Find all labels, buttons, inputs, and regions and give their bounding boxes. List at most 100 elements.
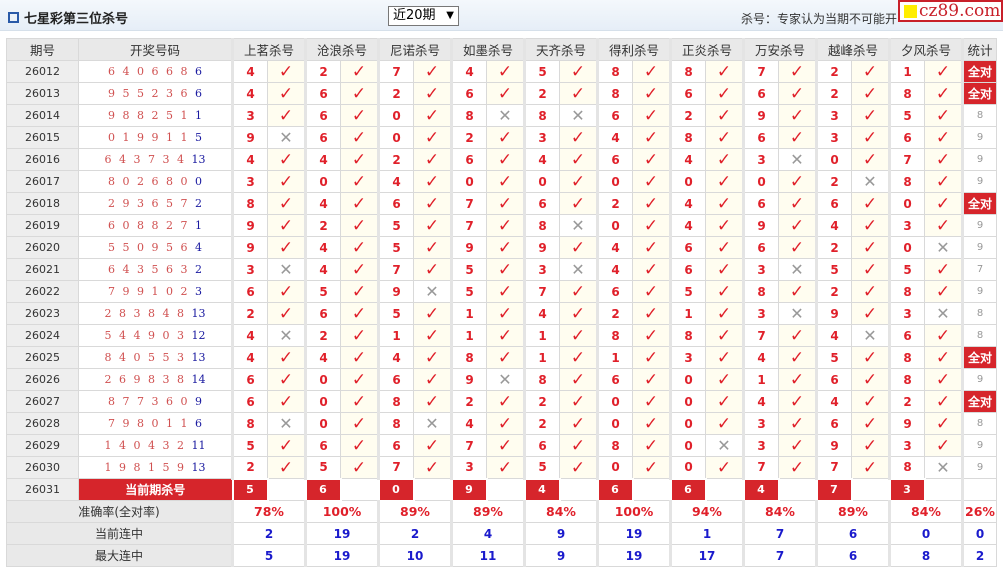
check-icon: ✓ xyxy=(570,83,586,104)
hit-cell: ✓ xyxy=(851,60,890,83)
hit-cell: ✓ xyxy=(851,434,890,457)
hit-cell: ✓ xyxy=(851,258,890,281)
check-icon: ✓ xyxy=(716,193,732,214)
stat-cell: 8 xyxy=(961,104,997,127)
summary-value: 94% xyxy=(669,500,744,523)
kill-number-cell: 6 xyxy=(742,126,779,149)
summary-value: 84% xyxy=(742,500,817,523)
kill-number-cell: 6 xyxy=(669,82,706,105)
kill-number-cell: 4 xyxy=(231,60,268,83)
miss-cell: ✕ xyxy=(778,148,817,171)
kill-number-cell: 3 xyxy=(450,456,487,479)
draw-numbers-cell: 6 4 3 5 6 3 2 xyxy=(78,258,233,281)
hit-cell: ✓ xyxy=(486,192,525,215)
check-icon: ✓ xyxy=(862,215,878,236)
summary-value: 19 xyxy=(596,522,671,545)
hit-cell: ✓ xyxy=(924,60,963,83)
table-row: 26013 9 5 5 2 3 6 6 4 ✓ 6 ✓ 2 ✓ 6 ✓ 2 ✓ 8 ✓ 6 ✓ 6 ✓ 2 ✓ 8 ✓ 全对 xyxy=(6,82,997,105)
kill-number-cell: 4 xyxy=(596,236,633,259)
summary-value: 19 xyxy=(304,544,379,567)
period-range-select[interactable]: 近20期 ▼ xyxy=(388,6,459,26)
hit-cell: ✓ xyxy=(486,280,525,303)
check-icon: ✓ xyxy=(278,303,294,324)
kill-number-cell: 4 xyxy=(231,324,268,347)
check-icon: ✓ xyxy=(278,215,294,236)
logo-text: cz89.com xyxy=(919,1,1001,21)
hit-cell: ✓ xyxy=(340,280,379,303)
check-icon: ✓ xyxy=(570,127,586,148)
hit-cell: ✓ xyxy=(486,434,525,457)
hit-cell: ✓ xyxy=(267,60,306,83)
kill-number-cell: 6 xyxy=(304,434,341,457)
hit-cell: ✓ xyxy=(340,170,379,193)
kill-number-cell: 7 xyxy=(742,456,779,479)
check-icon: ✓ xyxy=(716,61,732,82)
site-logo[interactable]: cz89.com xyxy=(898,0,1003,22)
miss-cell: ✕ xyxy=(705,434,744,457)
kill-number-cell: 5 xyxy=(888,258,925,281)
draw-extra: 3 xyxy=(194,285,202,298)
kill-number-cell: 4 xyxy=(304,148,341,171)
check-icon: ✓ xyxy=(570,347,586,368)
hit-cell: ✓ xyxy=(559,324,598,347)
summary-value: 8 xyxy=(888,544,963,567)
kill-number-cell: 0 xyxy=(669,434,706,457)
hit-cell: ✓ xyxy=(413,434,452,457)
kill-number-cell: 7 xyxy=(815,456,852,479)
hit-cell: ✓ xyxy=(705,346,744,369)
hit-cell: ✓ xyxy=(705,148,744,171)
kill-number-cell: 6 xyxy=(669,236,706,259)
check-icon: ✓ xyxy=(643,435,659,456)
kill-number-cell: 7 xyxy=(742,324,779,347)
hit-cell: ✓ xyxy=(340,104,379,127)
period-cell: 26023 xyxy=(6,302,79,325)
kill-number-cell: 3 xyxy=(888,434,925,457)
hit-cell: ✓ xyxy=(705,104,744,127)
hit-cell: ✓ xyxy=(778,456,817,479)
summary-value: 10 xyxy=(377,544,452,567)
cross-icon: ✕ xyxy=(790,260,804,279)
draw-numbers-cell: 1 9 8 1 5 9 13 xyxy=(78,456,233,479)
table-row: 26019 6 0 8 8 2 7 1 9 ✓ 2 ✓ 5 ✓ 7 ✓ 8 ✕ 0 ✓ 4 ✓ 9 ✓ 4 ✓ 3 ✓ 9 xyxy=(6,214,997,237)
hit-cell: ✓ xyxy=(486,324,525,347)
kill-number-cell: 5 xyxy=(304,456,341,479)
kill-number-cell: 2 xyxy=(450,126,487,149)
check-icon: ✓ xyxy=(278,347,294,368)
check-icon: ✓ xyxy=(862,259,878,280)
column-stats: 统计 xyxy=(961,38,997,61)
check-icon: ✓ xyxy=(570,171,586,192)
draw-digits: 6 0 8 8 2 7 xyxy=(108,219,195,232)
kill-number-cell: 8 xyxy=(596,434,633,457)
current-kill-number: 9 xyxy=(450,477,488,502)
draw-extra: 11 xyxy=(191,439,206,452)
draw-digits: 8 7 7 3 6 0 xyxy=(108,395,195,408)
cross-icon: ✕ xyxy=(936,458,950,477)
kill-number-cell: 6 xyxy=(815,368,852,391)
draw-digits: 2 9 3 6 5 7 xyxy=(108,197,195,210)
hit-cell: ✓ xyxy=(632,82,671,105)
table-row: 26023 2 8 3 8 4 8 13 2 ✓ 6 ✓ 5 ✓ 1 ✓ 4 ✓ 2 ✓ 1 ✓ 3 ✕ 9 ✓ 3 ✕ 8 xyxy=(6,302,997,325)
hit-cell: ✓ xyxy=(924,412,963,435)
check-icon: ✓ xyxy=(643,105,659,126)
hit-cell: ✓ xyxy=(632,192,671,215)
current-kill-number: 0 xyxy=(377,477,415,502)
top-bar: 七星彩第三位杀号 近20期 ▼ 杀号：专家认为当期不可能开 cz89.com xyxy=(0,0,1003,31)
kill-number-cell: 4 xyxy=(669,192,706,215)
kill-number-cell: 8 xyxy=(888,280,925,303)
summary-value: 2 xyxy=(231,522,306,545)
hit-cell: ✓ xyxy=(705,170,744,193)
hit-cell: ✓ xyxy=(632,346,671,369)
period-cell: 26029 xyxy=(6,434,79,457)
kill-number-cell: 2 xyxy=(523,390,560,413)
check-icon: ✓ xyxy=(862,391,878,412)
hit-cell: ✓ xyxy=(632,434,671,457)
check-icon: ✓ xyxy=(497,413,513,434)
draw-digits: 2 6 9 8 3 8 xyxy=(104,373,192,386)
check-icon: ✓ xyxy=(351,193,367,214)
kill-number-cell: 2 xyxy=(231,302,268,325)
kill-number-cell: 6 xyxy=(304,126,341,149)
hit-cell: ✓ xyxy=(559,236,598,259)
check-icon: ✓ xyxy=(935,259,951,280)
kill-number-cell: 5 xyxy=(377,214,414,237)
hit-cell: ✓ xyxy=(851,82,890,105)
